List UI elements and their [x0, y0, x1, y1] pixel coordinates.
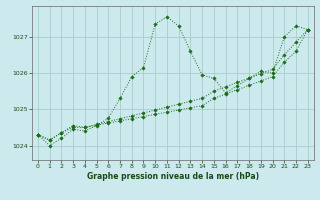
X-axis label: Graphe pression niveau de la mer (hPa): Graphe pression niveau de la mer (hPa) [87, 172, 259, 181]
